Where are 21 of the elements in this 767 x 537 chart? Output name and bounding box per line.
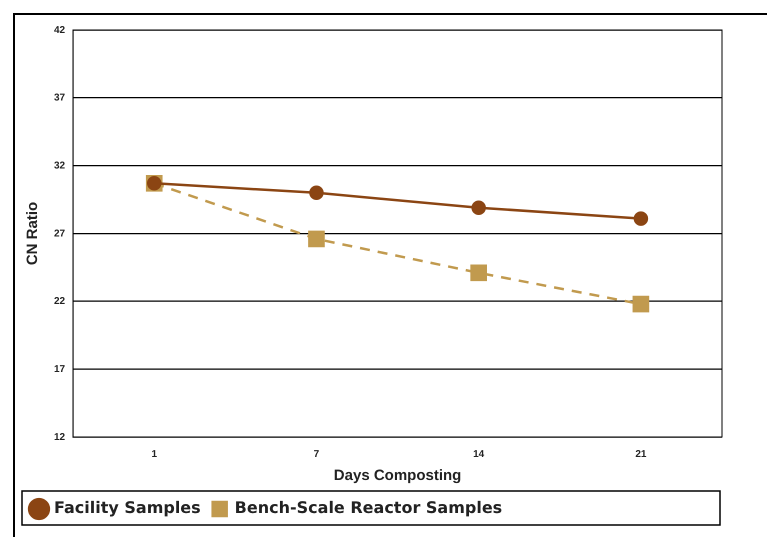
y-tick-label: 32 [54,160,66,172]
point [634,211,648,226]
point [308,230,325,248]
legend-label: Bench-Scale Reactor Samples [234,498,502,518]
point [309,186,324,200]
x-tick-label: 1 [151,448,158,460]
x-tick-label: 7 [314,448,320,460]
y-tick-label: 12 [54,432,66,443]
y-tick-label: 37 [54,92,66,104]
point [470,264,487,282]
y-tick-label: 22 [54,296,66,308]
x-tick-label: 14 [473,448,485,460]
point [471,200,486,215]
x-tick-label: 21 [635,448,647,460]
y-axis-title: CN Ratio [24,202,42,266]
y-tick-label: 42 [54,24,66,36]
x-axis-title: Days Composting [334,467,462,484]
legend-label: Facility Samples [54,498,201,518]
y-tick-label: 17 [54,364,66,375]
y-tick-label: 27 [54,228,66,240]
point [632,296,650,312]
